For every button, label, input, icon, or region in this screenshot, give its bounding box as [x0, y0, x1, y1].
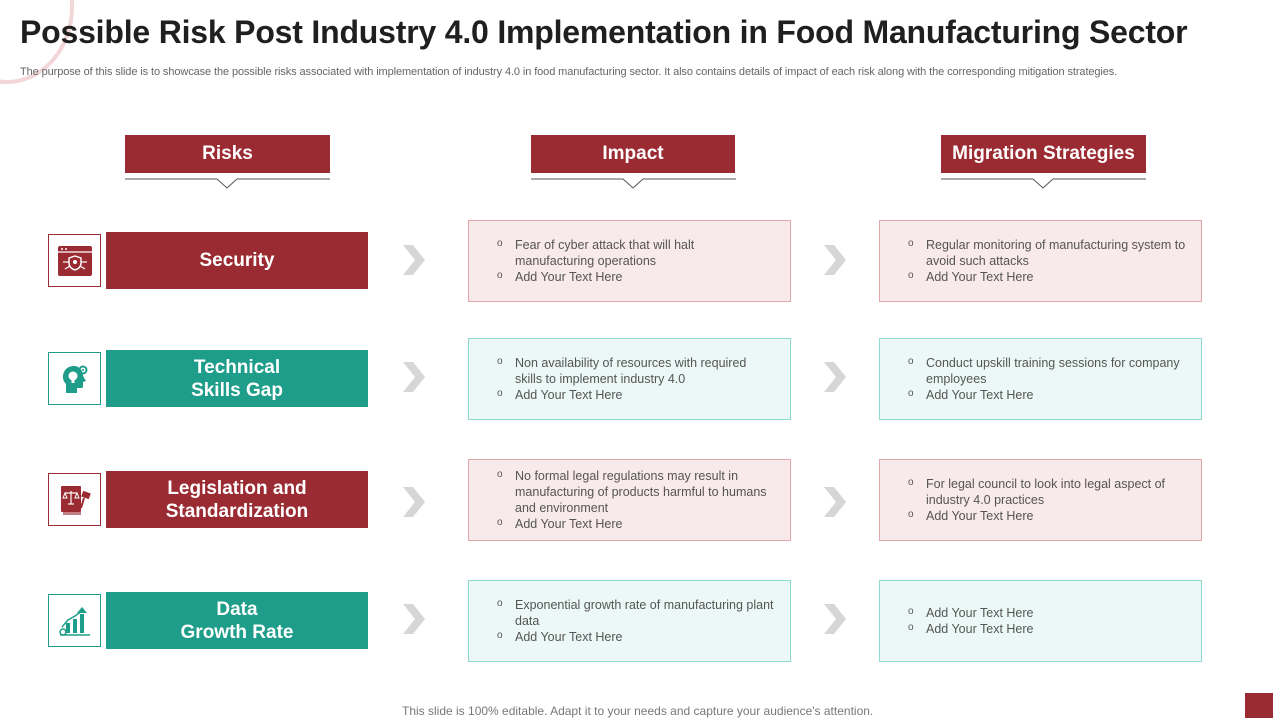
header-strategies: Migration Strategies: [941, 135, 1146, 173]
risk-label-legislation-standardization: Legislation and Standardization: [106, 471, 368, 528]
impact-item: Add Your Text Here: [497, 515, 776, 532]
corner-accent: [1245, 693, 1273, 718]
chevron-right-icon: [824, 487, 846, 517]
strategy-item: Add Your Text Here: [908, 620, 1033, 637]
impact-card-technical-skills-gap: Non availability of resources with requi…: [468, 338, 791, 420]
page-title: Possible Risk Post Industry 4.0 Implemen…: [20, 14, 1188, 50]
impact-card-legislation-standardization: No formal legal regulations may result i…: [468, 459, 791, 541]
risk-label-technical-skills-gap: Technical Skills Gap: [106, 350, 368, 407]
header-impact: Impact: [531, 135, 735, 173]
impact-item: Add Your Text Here: [497, 268, 776, 285]
header-strategies-pointer: [941, 178, 1146, 190]
strategy-item: Add Your Text Here: [908, 386, 1187, 403]
cyber-security-icon: [48, 234, 101, 287]
impact-item: Fear of cyber attack that will halt manu…: [497, 236, 776, 269]
impact-card-security: Fear of cyber attack that will halt manu…: [468, 220, 791, 302]
strategy-card-technical-skills-gap: Conduct upskill training sessions for co…: [879, 338, 1202, 420]
strategy-item: Conduct upskill training sessions for co…: [908, 354, 1187, 387]
growth-chart-icon: [48, 594, 101, 647]
header-risks: Risks: [125, 135, 330, 173]
strategy-card-security: Regular monitoring of manufacturing syst…: [879, 220, 1202, 302]
strategy-item: For legal council to look into legal asp…: [908, 475, 1187, 508]
strategy-item: Regular monitoring of manufacturing syst…: [908, 236, 1187, 269]
page-subtitle: The purpose of this slide is to showcase…: [20, 66, 1118, 78]
footer-note: This slide is 100% editable. Adapt it to…: [402, 704, 874, 718]
impact-item: No formal legal regulations may result i…: [497, 467, 776, 516]
head-gear-icon: [48, 352, 101, 405]
chevron-right-icon: [824, 362, 846, 392]
impact-item: Exponential growth rate of manufacturing…: [497, 596, 776, 629]
chevron-right-icon: [403, 487, 425, 517]
impact-item: Non availability of resources with requi…: [497, 354, 776, 387]
law-book-gavel-icon: [48, 473, 101, 526]
impact-card-data-growth-rate: Exponential growth rate of manufacturing…: [468, 580, 791, 662]
header-risks-pointer: [125, 178, 330, 190]
strategy-item: Add Your Text Here: [908, 604, 1033, 621]
strategy-item: Add Your Text Here: [908, 268, 1187, 285]
chevron-right-icon: [824, 604, 846, 634]
chevron-right-icon: [403, 245, 425, 275]
risk-label-security: Security: [106, 232, 368, 289]
chevron-right-icon: [824, 245, 846, 275]
strategy-card-legislation-standardization: For legal council to look into legal asp…: [879, 459, 1202, 541]
header-impact-pointer: [531, 178, 736, 190]
strategy-item: Add Your Text Here: [908, 507, 1187, 524]
chevron-right-icon: [403, 362, 425, 392]
impact-item: Add Your Text Here: [497, 386, 776, 403]
risk-label-data-growth-rate: Data Growth Rate: [106, 592, 368, 649]
strategy-card-data-growth-rate: Add Your Text Here Add Your Text Here: [879, 580, 1202, 662]
impact-item: Add Your Text Here: [497, 628, 776, 645]
chevron-right-icon: [403, 604, 425, 634]
